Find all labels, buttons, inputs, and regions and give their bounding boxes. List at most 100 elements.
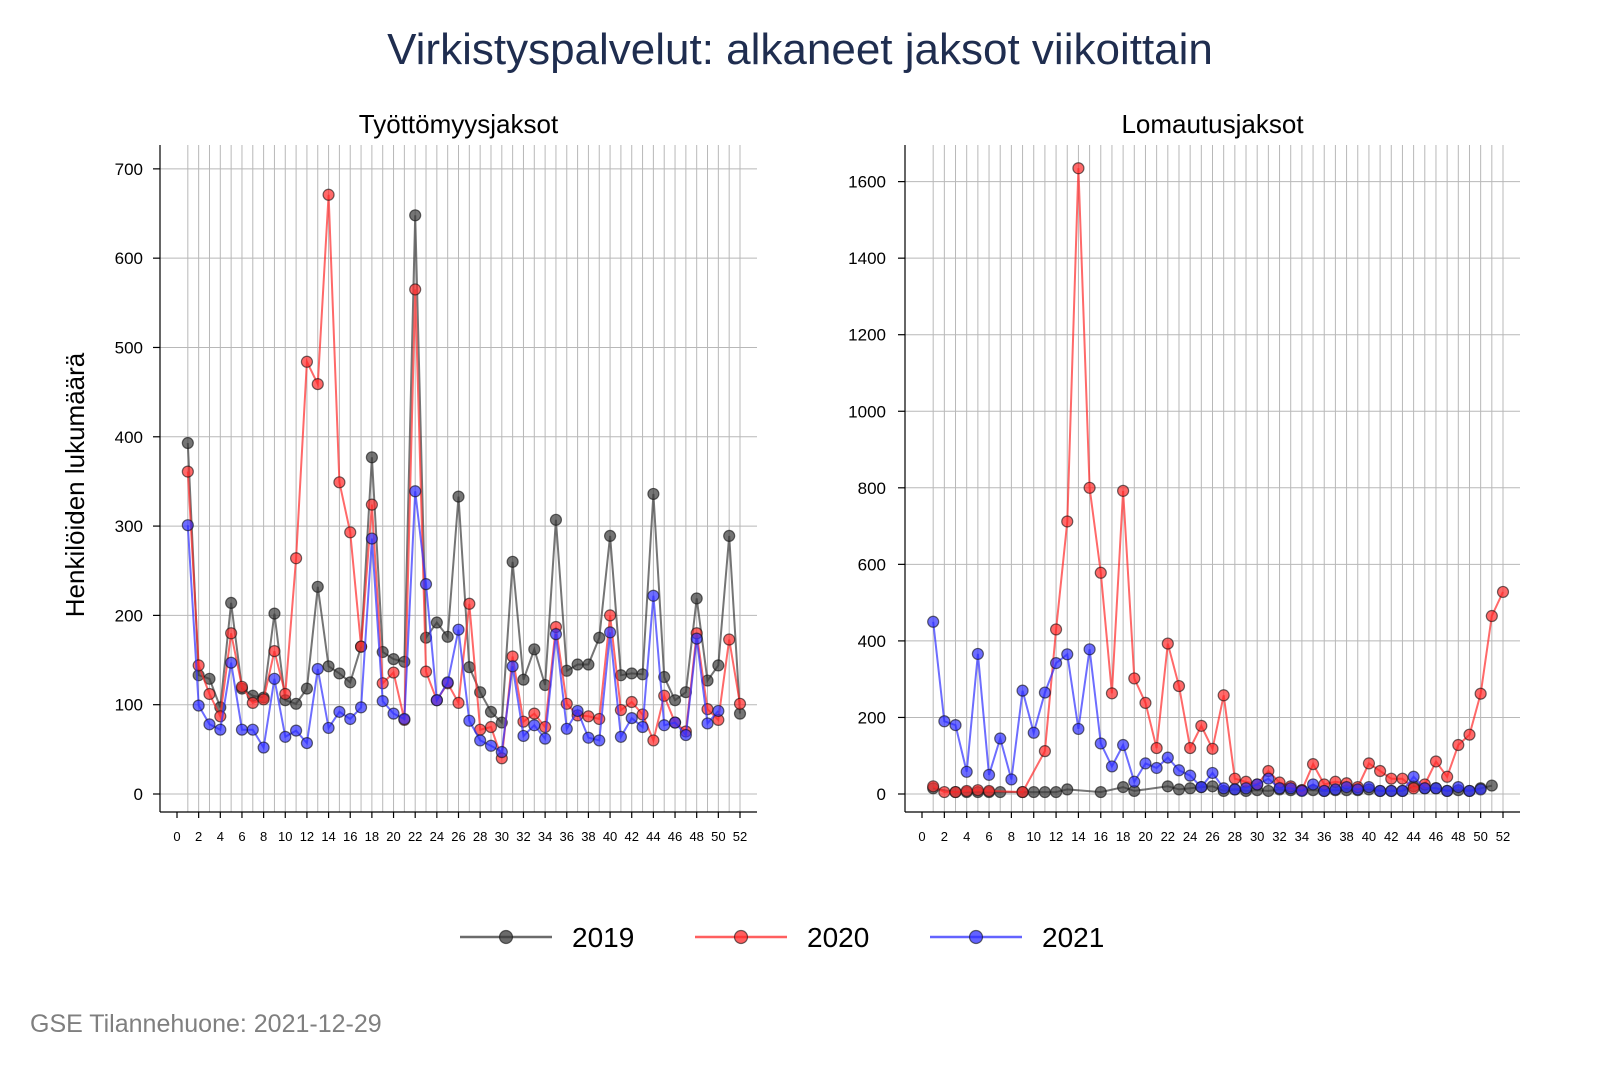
data-point [1172,679,1186,693]
legend-label: 2019 [572,922,634,953]
data-point [1061,783,1074,796]
data-point [463,714,476,727]
data-point [1474,687,1487,700]
x-tick-label: 12 [1049,829,1063,844]
data-point [387,707,400,720]
data-point [582,731,595,744]
data-point [1373,764,1387,778]
data-point [1206,766,1219,780]
data-point [1396,772,1409,785]
data-point [625,695,638,709]
data-point [474,734,487,747]
data-point [1441,784,1454,798]
data-point [1094,785,1107,799]
y-tick-label: 600 [115,249,143,268]
x-tick-label: 6 [985,829,992,844]
data-point [268,645,281,658]
y-axis-label: Henkilöiden lukumäärä [60,352,90,617]
data-point [1128,672,1141,685]
data-point [235,680,249,693]
data-point [982,784,996,798]
data-point [668,716,682,729]
data-point [647,487,660,501]
data-point [949,785,962,799]
x-tick-label: 22 [1161,829,1175,844]
data-point [1284,782,1297,795]
x-tick-label: 8 [260,829,267,844]
x-tick-label: 4 [217,829,224,844]
y-tick-label: 300 [115,517,143,536]
panel-title-layoff: Lomautusjaksot [1121,109,1304,139]
data-point [1295,784,1308,798]
data-point [1038,745,1052,758]
x-tick-label: 52 [1496,829,1510,844]
data-point [960,784,973,798]
x-tick-label: 42 [1384,829,1398,844]
x-tick-label: 2 [941,829,948,844]
x-tick-label: 24 [430,829,444,844]
x-tick-label: 14 [1071,829,1085,844]
y-tick-label: 200 [115,606,143,625]
data-point [225,627,238,640]
data-point [463,661,476,674]
data-point [1117,484,1130,497]
data-point [376,695,389,708]
x-tick-label: 6 [238,829,245,844]
data-point [246,723,259,736]
x-tick-label: 40 [603,829,617,844]
data-point [289,724,303,737]
data-point [1161,780,1174,793]
data-point [549,628,563,641]
data-point [484,705,498,718]
data-point [484,720,498,734]
data-point [560,722,573,735]
data-point [1262,784,1275,798]
data-point [441,630,454,643]
data-point [593,712,606,726]
data-point [603,609,617,622]
data-point [311,662,324,676]
source-note: GSE Tilannehuone: 2021-12-29 [30,1010,382,1038]
data-point [452,623,465,636]
data-point [1005,773,1018,786]
data-point [419,665,433,678]
data-point [1396,784,1409,798]
data-point [528,719,541,732]
data-point [517,673,530,686]
x-tick-label: 22 [408,829,422,844]
data-point [279,730,292,743]
data-point [300,736,314,750]
x-tick-label: 8 [1008,829,1015,844]
data-point [1117,781,1130,794]
data-point [603,626,617,639]
data-point [1027,726,1040,739]
data-point [214,723,227,736]
series-line-2020 [932,168,1504,794]
data-point [1105,687,1119,700]
data-point [1016,684,1029,697]
data-point [1217,782,1230,795]
data-point [409,283,422,296]
data-point [1463,728,1476,741]
data-point [723,633,736,646]
data-point [1385,772,1398,785]
data-point [1184,782,1197,795]
y-tick-label: 100 [115,696,143,715]
data-point [679,728,692,742]
data-point [1139,696,1152,710]
data-point [1407,770,1420,783]
panel-layoff: Lomautusjaksot 0200400600800100012001400… [848,109,1520,844]
x-tick-label: 2 [195,829,202,844]
data-point [1105,760,1119,773]
data-point [960,765,973,778]
data-point [517,729,530,743]
data-point [1184,769,1197,782]
data-point [1362,781,1376,794]
data-point [452,490,465,503]
data-point [235,723,249,736]
data-point [1441,770,1454,783]
x-tick-label: 46 [668,829,682,844]
chart-title: Virkistyspalvelut: alkaneet jaksot viiko… [387,25,1213,74]
data-point [528,707,541,720]
legend-marker [498,929,514,945]
